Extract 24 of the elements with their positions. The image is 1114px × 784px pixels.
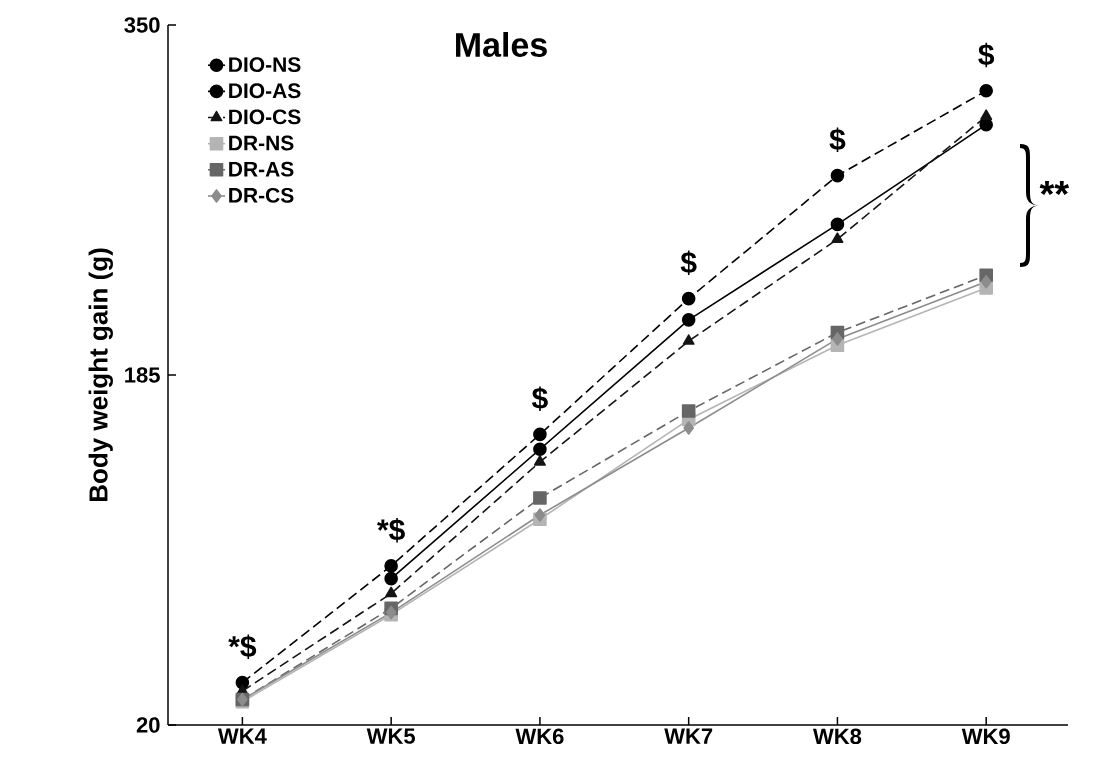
x-tick-label: WK4	[217, 728, 267, 744]
x-tick-label: WK9	[961, 728, 1010, 745]
chart-title: Males	[456, 32, 547, 57]
y-axis-title: Body weight gain (g)	[88, 248, 113, 502]
legend-label: DR-CS	[229, 187, 294, 203]
legend-label: DR-AS	[229, 161, 294, 177]
y-tick-label: 350	[124, 17, 160, 33]
annotation: $	[680, 250, 697, 276]
annotation: $	[978, 42, 995, 68]
y-tick-label: 185	[125, 367, 160, 383]
annotation: *$	[377, 517, 405, 543]
annotation: **	[1039, 180, 1070, 196]
legend-label: DR-NS	[229, 135, 294, 151]
legend-label: DIO-NS	[229, 57, 301, 73]
y-tick-label: 20	[136, 717, 160, 733]
annotation: *$	[228, 634, 257, 660]
legend-label: DIO-AS	[229, 83, 301, 99]
x-tick-label: WK6	[515, 728, 564, 745]
legend-label: DIO-CS	[229, 109, 301, 125]
x-tick-label: WK8	[813, 728, 862, 745]
annotation: $	[531, 386, 548, 411]
x-tick-label: WK7	[664, 728, 713, 744]
x-tick-label: WK5	[366, 728, 415, 744]
annotation: $	[829, 127, 846, 153]
